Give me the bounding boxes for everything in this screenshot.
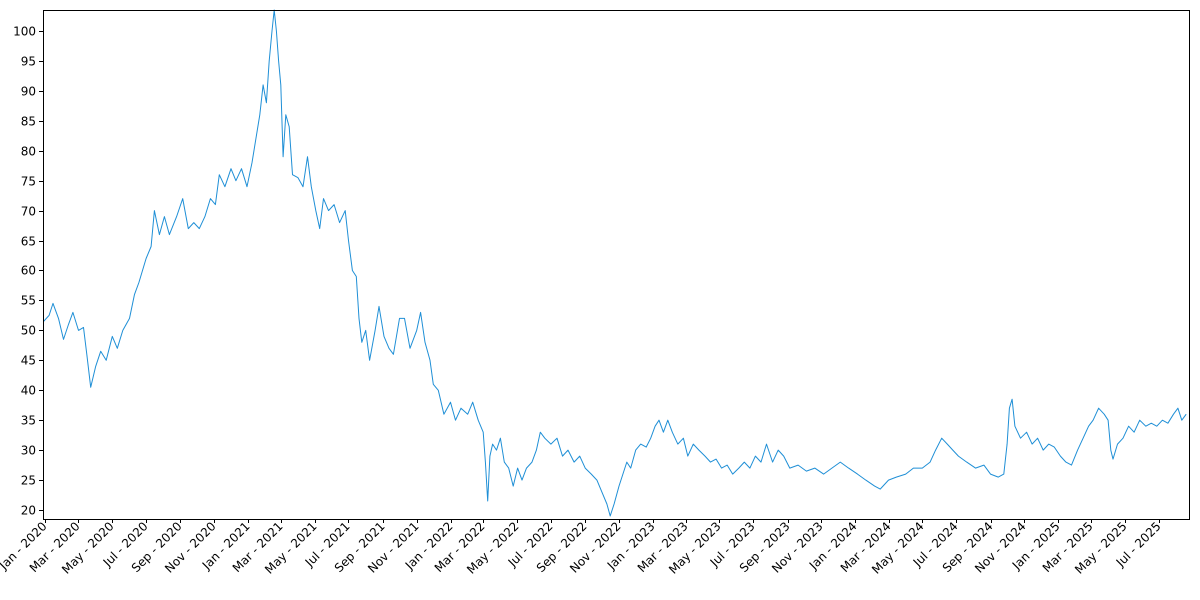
- y-tick-label: 80: [21, 145, 36, 159]
- y-tick-label: 25: [21, 474, 36, 488]
- y-tick-label: 90: [21, 85, 36, 99]
- y-tick-label: 85: [21, 115, 36, 129]
- axis-ticks: [39, 31, 1160, 523]
- y-tick-label: 100: [13, 25, 36, 39]
- y-tick-label: 20: [21, 504, 36, 518]
- y-tick-label: 30: [21, 444, 36, 458]
- y-tick-label: 50: [21, 324, 36, 338]
- series-line: [43, 9, 1187, 517]
- y-tick-label: 40: [21, 384, 36, 398]
- y-tick-label: 45: [21, 354, 36, 368]
- y-tick-label: 55: [21, 294, 36, 308]
- y-tick-label: 65: [21, 235, 36, 249]
- y-tick-label: 75: [21, 175, 36, 189]
- y-tick-label: 60: [21, 264, 36, 278]
- y-tick-label: 70: [21, 205, 36, 219]
- plot-frame: [43, 10, 1190, 520]
- y-tick-label: 95: [21, 55, 36, 69]
- y-tick-label: 35: [21, 414, 36, 428]
- series-layer: [43, 9, 1187, 517]
